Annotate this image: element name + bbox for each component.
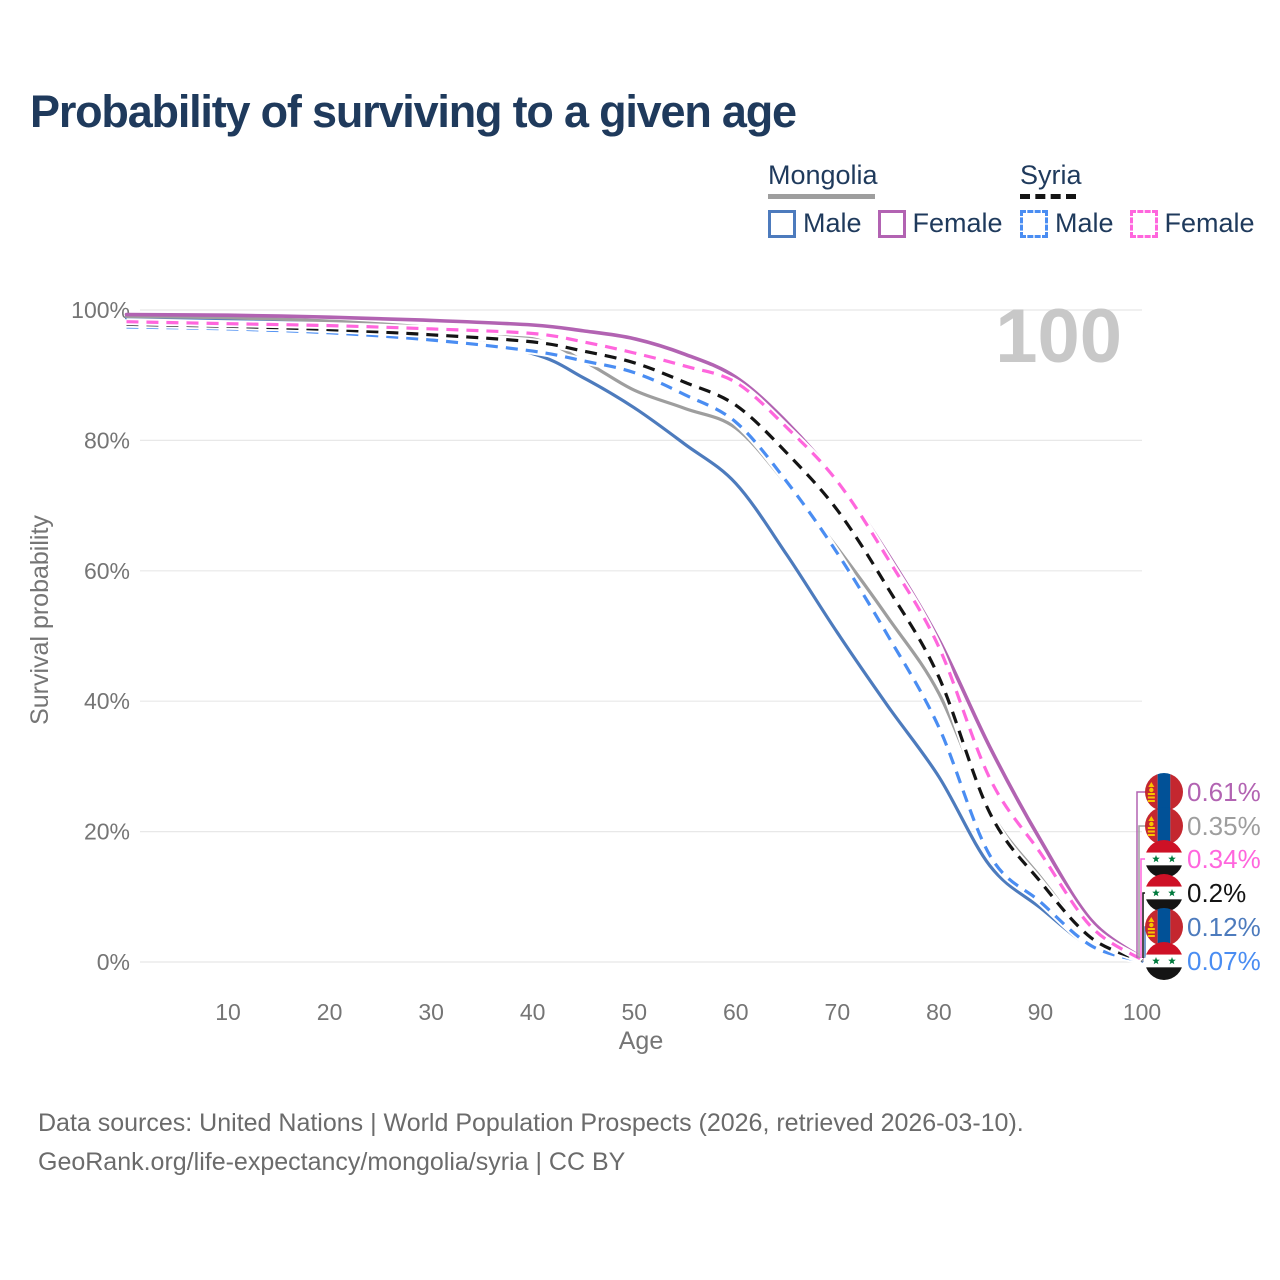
end-value-label-mongolia-total: 0.35% <box>1187 811 1261 841</box>
page-title: Probability of surviving to a given age <box>30 86 797 137</box>
legend-group-syria: Syria Male Female <box>1020 160 1271 239</box>
series-line-syria-total <box>126 322 1143 963</box>
flag-mongolia-icon <box>1145 773 1183 811</box>
x-tick-label: 20 <box>317 999 343 1025</box>
legend: Mongolia Male Female Syria Male Female <box>0 160 1280 250</box>
end-value-label-syria-male: 0.07% <box>1187 946 1261 976</box>
legend-label-syria-female[interactable]: Female <box>1164 208 1255 238</box>
x-tick-label: 60 <box>723 999 749 1025</box>
end-value-label-mongolia-male: 0.12% <box>1187 912 1261 942</box>
y-tick-label: 40% <box>84 688 130 714</box>
series-line-mongolia-male <box>124 316 1144 963</box>
end-label-leader-mongolia-total <box>1138 825 1146 958</box>
x-tick-label: 70 <box>825 999 851 1025</box>
end-label-leader-mongolia-female <box>1136 791 1146 958</box>
series-line-mongolia-female <box>124 312 1144 960</box>
end-value-label-syria-total: 0.2% <box>1187 878 1246 908</box>
end-value-label-mongolia-female: 0.61% <box>1187 777 1261 807</box>
y-tick-label: 60% <box>84 558 130 584</box>
flag-syria-icon <box>1145 942 1183 980</box>
y-tick-label: 80% <box>84 427 130 453</box>
x-tick-label: 80 <box>926 999 952 1025</box>
footer: Data sources: United Nations | World Pop… <box>38 1104 1024 1182</box>
series-line-syria-female <box>126 320 1143 962</box>
legend-swatch-mongolia-male[interactable] <box>768 209 796 238</box>
data-source-line: Data sources: United Nations | World Pop… <box>38 1109 1024 1137</box>
flag-mongolia-icon <box>1145 807 1183 845</box>
legend-swatch-syria-female[interactable] <box>1129 209 1158 238</box>
y-tick-label: 0% <box>97 949 130 975</box>
legend-group-mongolia: Mongolia Male Female <box>768 160 1019 239</box>
end-label-leader-syria-female <box>1140 858 1146 958</box>
series-line-syria-male <box>126 325 1143 964</box>
x-tick-label: 100 <box>1123 999 1161 1025</box>
legend-underline-mongolia <box>768 194 875 199</box>
x-tick-label: 40 <box>520 999 546 1025</box>
x-tick-label: 10 <box>215 999 241 1025</box>
flag-mongolia-icon <box>1145 908 1183 946</box>
legend-items-syria: Male Female <box>1020 208 1271 239</box>
legend-underline-syria <box>1020 194 1076 199</box>
legend-items-mongolia: Male Female <box>768 208 1019 239</box>
source-url-line: GeoRank.org/life-expectancy/mongolia/syr… <box>38 1148 626 1176</box>
age-counter-watermark: 100 <box>995 294 1122 379</box>
flag-syria-icon <box>1145 840 1183 878</box>
flag-syria-icon <box>1145 874 1183 912</box>
legend-label-mongolia-male[interactable]: Male <box>803 208 862 238</box>
legend-group-title: Mongolia <box>768 160 878 190</box>
x-tick-label: 90 <box>1028 999 1054 1025</box>
legend-swatch-syria-male[interactable] <box>1020 209 1048 238</box>
y-tick-label: 100% <box>71 297 130 323</box>
legend-label-mongolia-female[interactable]: Female <box>912 208 1003 238</box>
legend-swatch-mongolia-female[interactable] <box>877 209 906 238</box>
y-tick-label: 20% <box>84 819 130 845</box>
end-value-label-syria-female: 0.34% <box>1187 844 1261 874</box>
x-tick-label: 30 <box>418 999 444 1025</box>
y-axis-title: Survival probability <box>26 515 54 725</box>
legend-label-syria-male[interactable]: Male <box>1055 208 1114 238</box>
legend-group-title: Syria <box>1020 160 1082 190</box>
x-axis-title: Age <box>619 1027 663 1055</box>
x-tick-label: 50 <box>621 999 647 1025</box>
